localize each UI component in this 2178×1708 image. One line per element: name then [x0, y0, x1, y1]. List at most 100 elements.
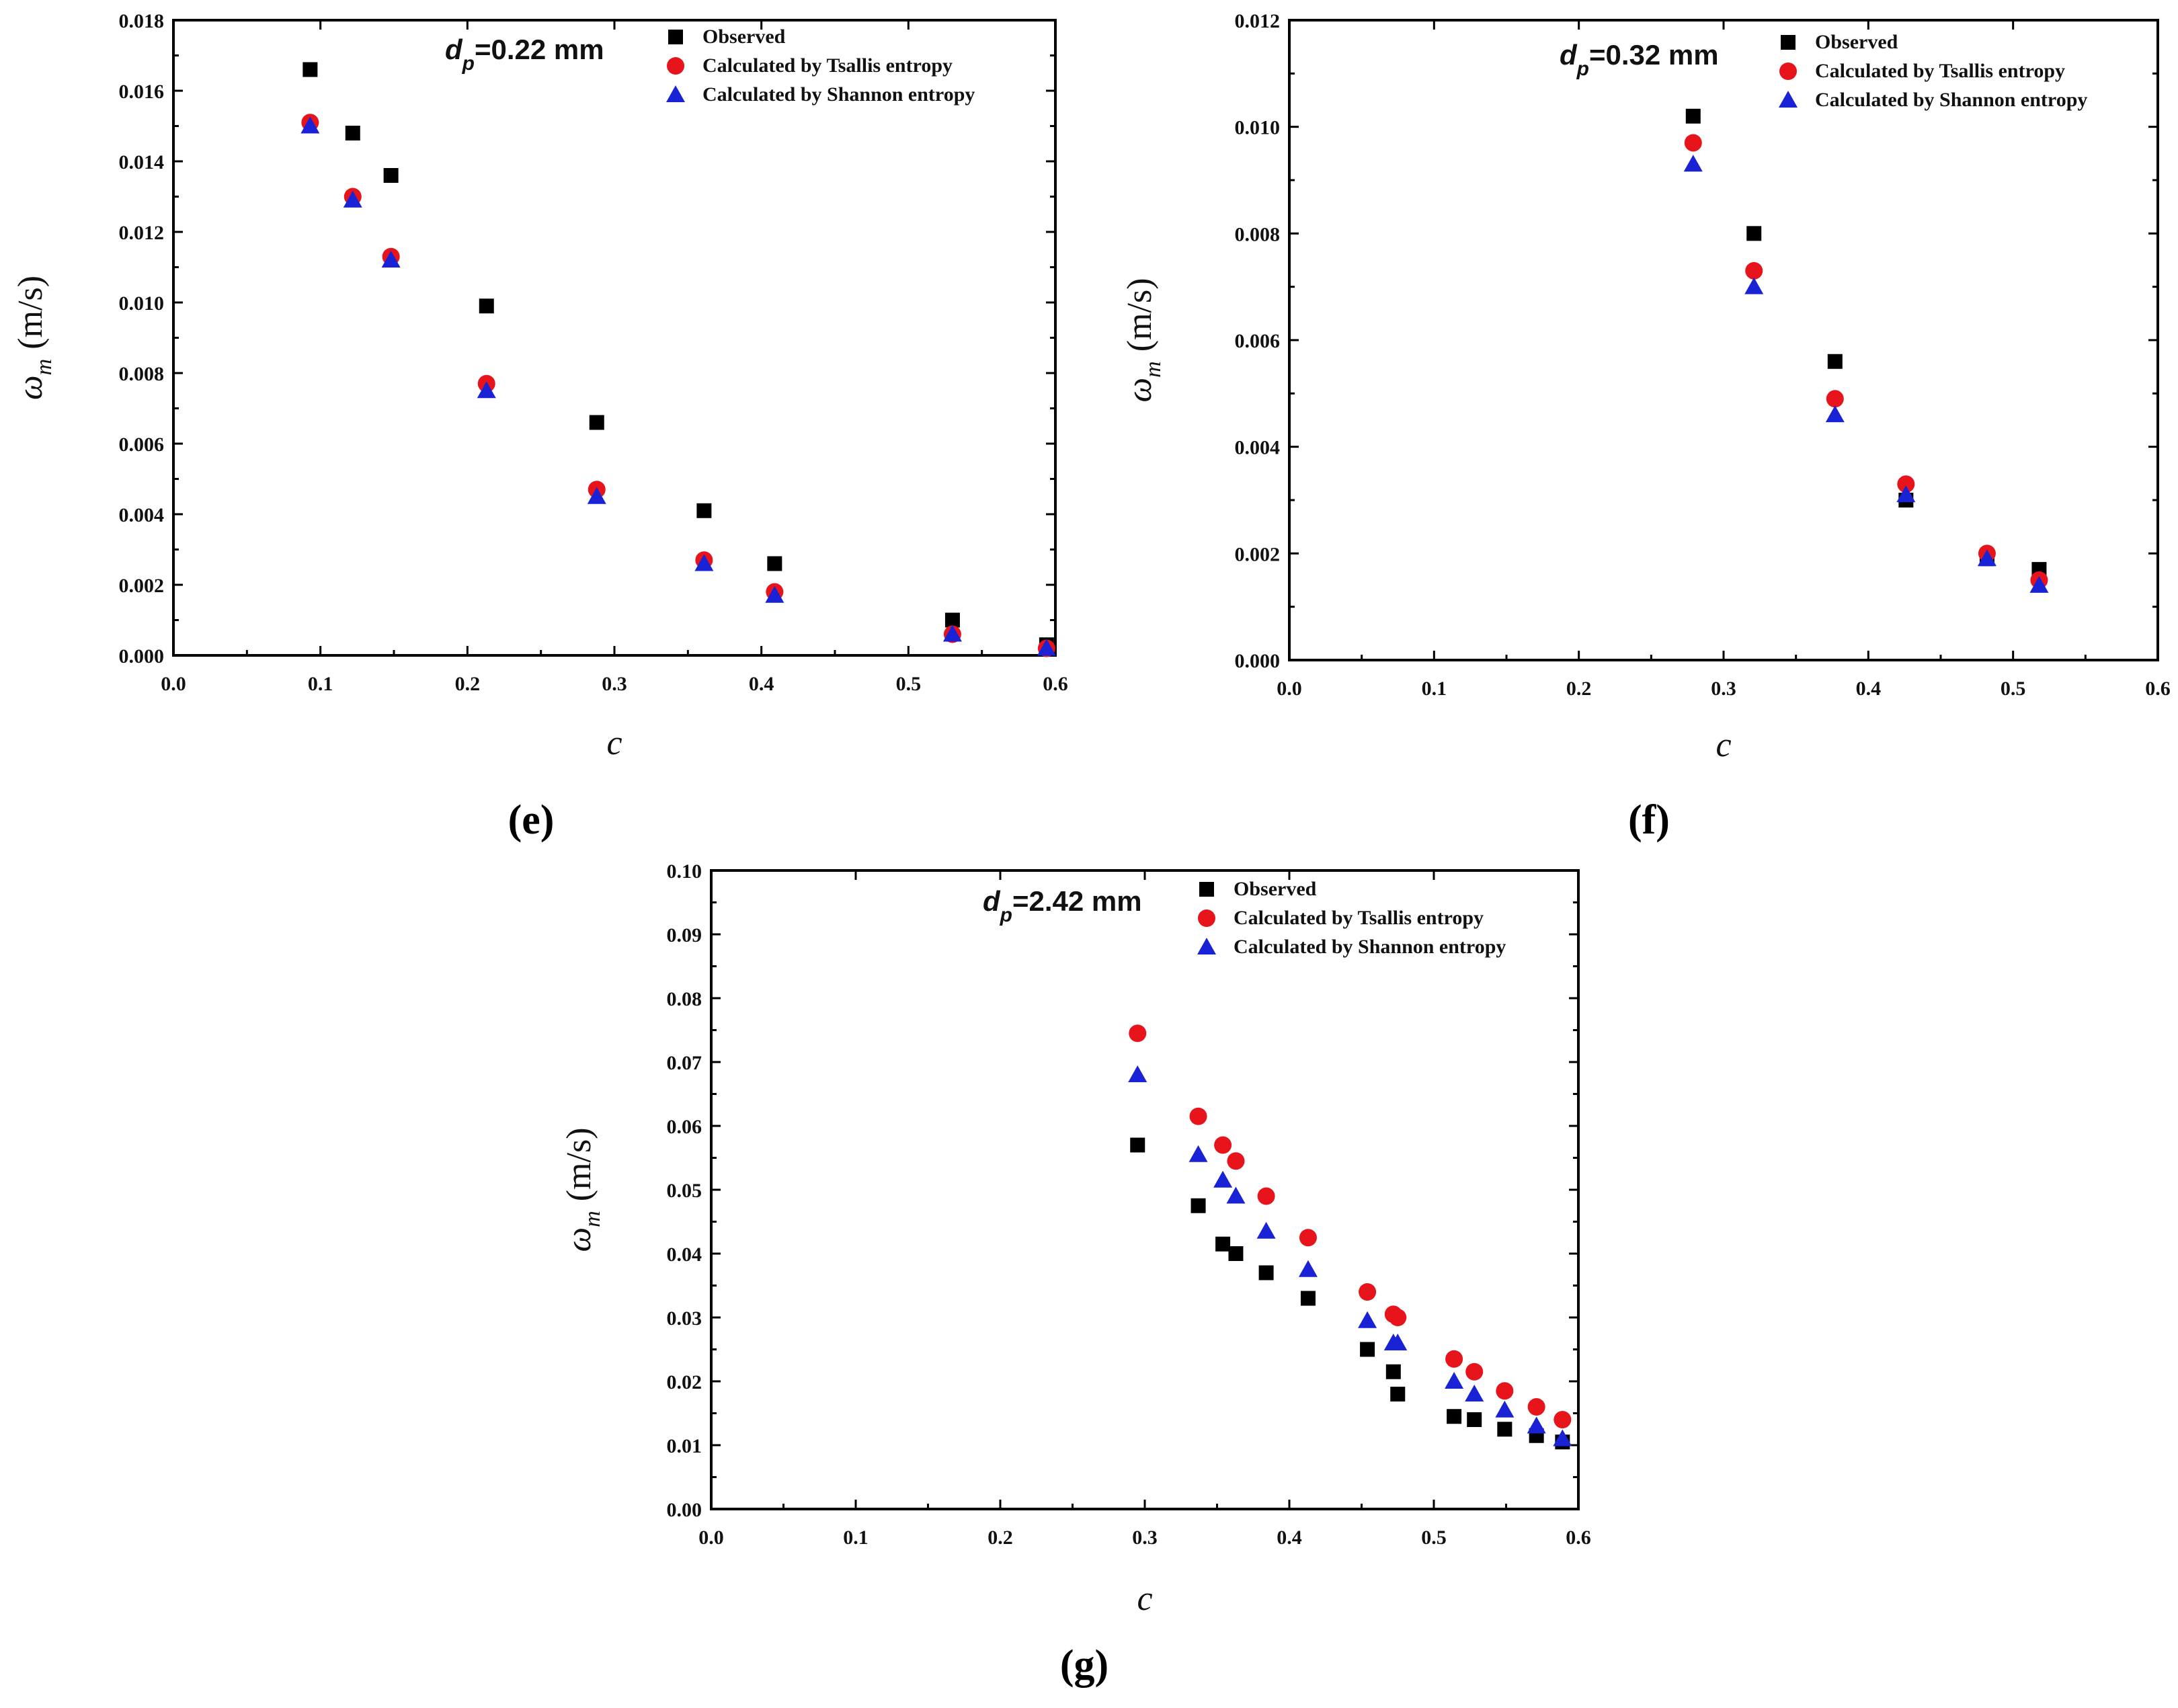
x-tick-label: 0.5: [1421, 1527, 1447, 1549]
y-tick-label: 0.008: [1235, 223, 1281, 245]
data-point-square: [1390, 1387, 1406, 1401]
data-point-triangle: [765, 585, 784, 603]
legend-label: Calculated by Tsallis entropy: [1815, 60, 2065, 82]
y-tick-label: 0.012: [1235, 10, 1281, 32]
annotation-value: =0.32 mm: [1589, 39, 1719, 71]
panel-tag: (g): [1060, 1642, 1108, 1688]
data-point-square: [1497, 1422, 1513, 1437]
y-axis-symbol: ω: [11, 375, 50, 400]
y-tick-label: 0.01: [667, 1435, 702, 1457]
y-tick-label: 0.02: [667, 1371, 702, 1393]
x-tick-label: 0.2: [455, 673, 481, 695]
data-point-square: [767, 556, 782, 571]
y-axis-unit: (m/s): [1121, 278, 1159, 352]
y-tick-label: 0.05: [667, 1180, 702, 1202]
data-point-square: [1685, 108, 1701, 124]
series-triangle: [1683, 155, 2049, 593]
x-tick-label: 0.2: [1566, 678, 1592, 700]
legend-marker-circle: [667, 57, 684, 75]
data-point-triangle: [1037, 639, 1056, 656]
data-point-circle: [1826, 390, 1844, 408]
data-point-triangle: [1744, 277, 1764, 294]
y-tick-label: 0.04: [667, 1244, 702, 1266]
particle-diameter-annotation: dp=0.32 mm: [1560, 39, 1719, 80]
data-point-circle: [1496, 1382, 1514, 1400]
data-point-circle: [1189, 1107, 1207, 1125]
legend-label: Observed: [702, 26, 786, 48]
data-point-triangle: [1825, 405, 1845, 423]
legend-label: Calculated by Tsallis entropy: [702, 54, 953, 77]
data-point-circle: [1527, 1398, 1545, 1416]
data-point-circle: [1129, 1024, 1147, 1043]
data-point-square: [1467, 1412, 1482, 1427]
y-tick-label: 0.07: [667, 1052, 702, 1074]
data-point-triangle: [942, 624, 962, 642]
data-point-square: [1385, 1364, 1401, 1379]
data-point-circle: [1359, 1283, 1377, 1301]
plot-frame: [1288, 19, 2159, 661]
legend-label: Calculated by Tsallis entropy: [1234, 907, 1484, 929]
data-point-square: [1228, 1246, 1244, 1261]
x-tick-label: 0.6: [1043, 673, 1068, 695]
y-axis-subscript: m: [1141, 361, 1166, 378]
data-point-triangle: [1388, 1334, 1408, 1350]
x-tick-label: 0.1: [1422, 678, 1447, 700]
annotation-subscript: p: [462, 52, 475, 75]
annotation-var: d: [1560, 39, 1578, 71]
x-tick-label: 0.6: [2145, 678, 2171, 700]
data-point-triangle: [1527, 1416, 1546, 1434]
data-point-triangle: [694, 554, 714, 571]
data-point-square: [1215, 1236, 1231, 1252]
annotation-var: d: [445, 34, 463, 65]
y-axis-subscript: m: [580, 1211, 605, 1227]
data-point-square: [1130, 1137, 1145, 1153]
data-point-triangle: [1358, 1311, 1377, 1328]
series-circle: [1129, 1024, 1572, 1428]
x-tick-label: 0.1: [308, 673, 333, 695]
annotation-subscript: p: [1576, 58, 1589, 80]
data-point-triangle: [1128, 1065, 1147, 1082]
x-tick-label: 0.1: [843, 1527, 869, 1549]
legend-marker-square: [1781, 35, 1796, 50]
chart-panel-3: 0.0 0.1 0.2 0.3 0.4 0.5 0.6 0.00 0.01 0.02 0.03 0.0…: [560, 860, 1591, 1618]
y-tick-label: 0.10: [667, 860, 702, 883]
legend-label: Calculated by Shannon entropy: [1234, 936, 1506, 958]
panel-tag: (f): [1628, 797, 1670, 843]
annotation-var: d: [983, 885, 1001, 917]
data-point-square: [1258, 1265, 1274, 1280]
data-point-circle: [1299, 1229, 1317, 1247]
data-point-circle: [1445, 1350, 1463, 1368]
data-point-square: [302, 62, 318, 77]
particle-diameter-annotation: dp=0.22 mm: [445, 34, 604, 75]
data-point-square: [1746, 226, 1762, 241]
data-point-circle: [1465, 1363, 1484, 1381]
x-tick-label: 0.6: [1566, 1527, 1591, 1549]
data-point-square: [1191, 1198, 1206, 1213]
legend-marker-circle: [1779, 63, 1797, 80]
legend-label: Observed: [1815, 31, 1898, 53]
data-point-square: [383, 168, 399, 183]
data-point-square: [1827, 354, 1843, 369]
series-triangle: [300, 116, 1056, 656]
x-tick-label: 0.4: [749, 673, 774, 695]
data-point-square: [1447, 1409, 1462, 1424]
x-tick-label: 0.3: [602, 673, 627, 695]
x-axis-label: c: [606, 724, 622, 762]
y-tick-label: 0.000: [119, 645, 165, 667]
data-point-triangle: [1977, 549, 1997, 567]
x-tick-label: 0.5: [2001, 678, 2026, 700]
data-point-triangle: [1495, 1400, 1515, 1418]
chart-panel-2: 0.0 0.1 0.2 0.3 0.4 0.5 0.6 0.000 0.002 0.004 0.00…: [1121, 10, 2171, 764]
legend-marker-circle: [1198, 909, 1215, 927]
y-tick-label: 0.008: [119, 363, 165, 385]
x-tick-label: 0.2: [987, 1527, 1013, 1549]
y-tick-label: 0.016: [119, 81, 165, 103]
data-point-circle: [1227, 1152, 1245, 1170]
y-tick-label: 0.00: [667, 1499, 702, 1521]
data-point-square: [589, 415, 604, 430]
x-axis-label: c: [1137, 1580, 1152, 1618]
data-point-square: [1360, 1342, 1375, 1357]
data-point-circle: [1214, 1136, 1232, 1154]
y-tick-label: 0.002: [119, 575, 165, 597]
y-tick-label: 0.014: [119, 151, 165, 173]
